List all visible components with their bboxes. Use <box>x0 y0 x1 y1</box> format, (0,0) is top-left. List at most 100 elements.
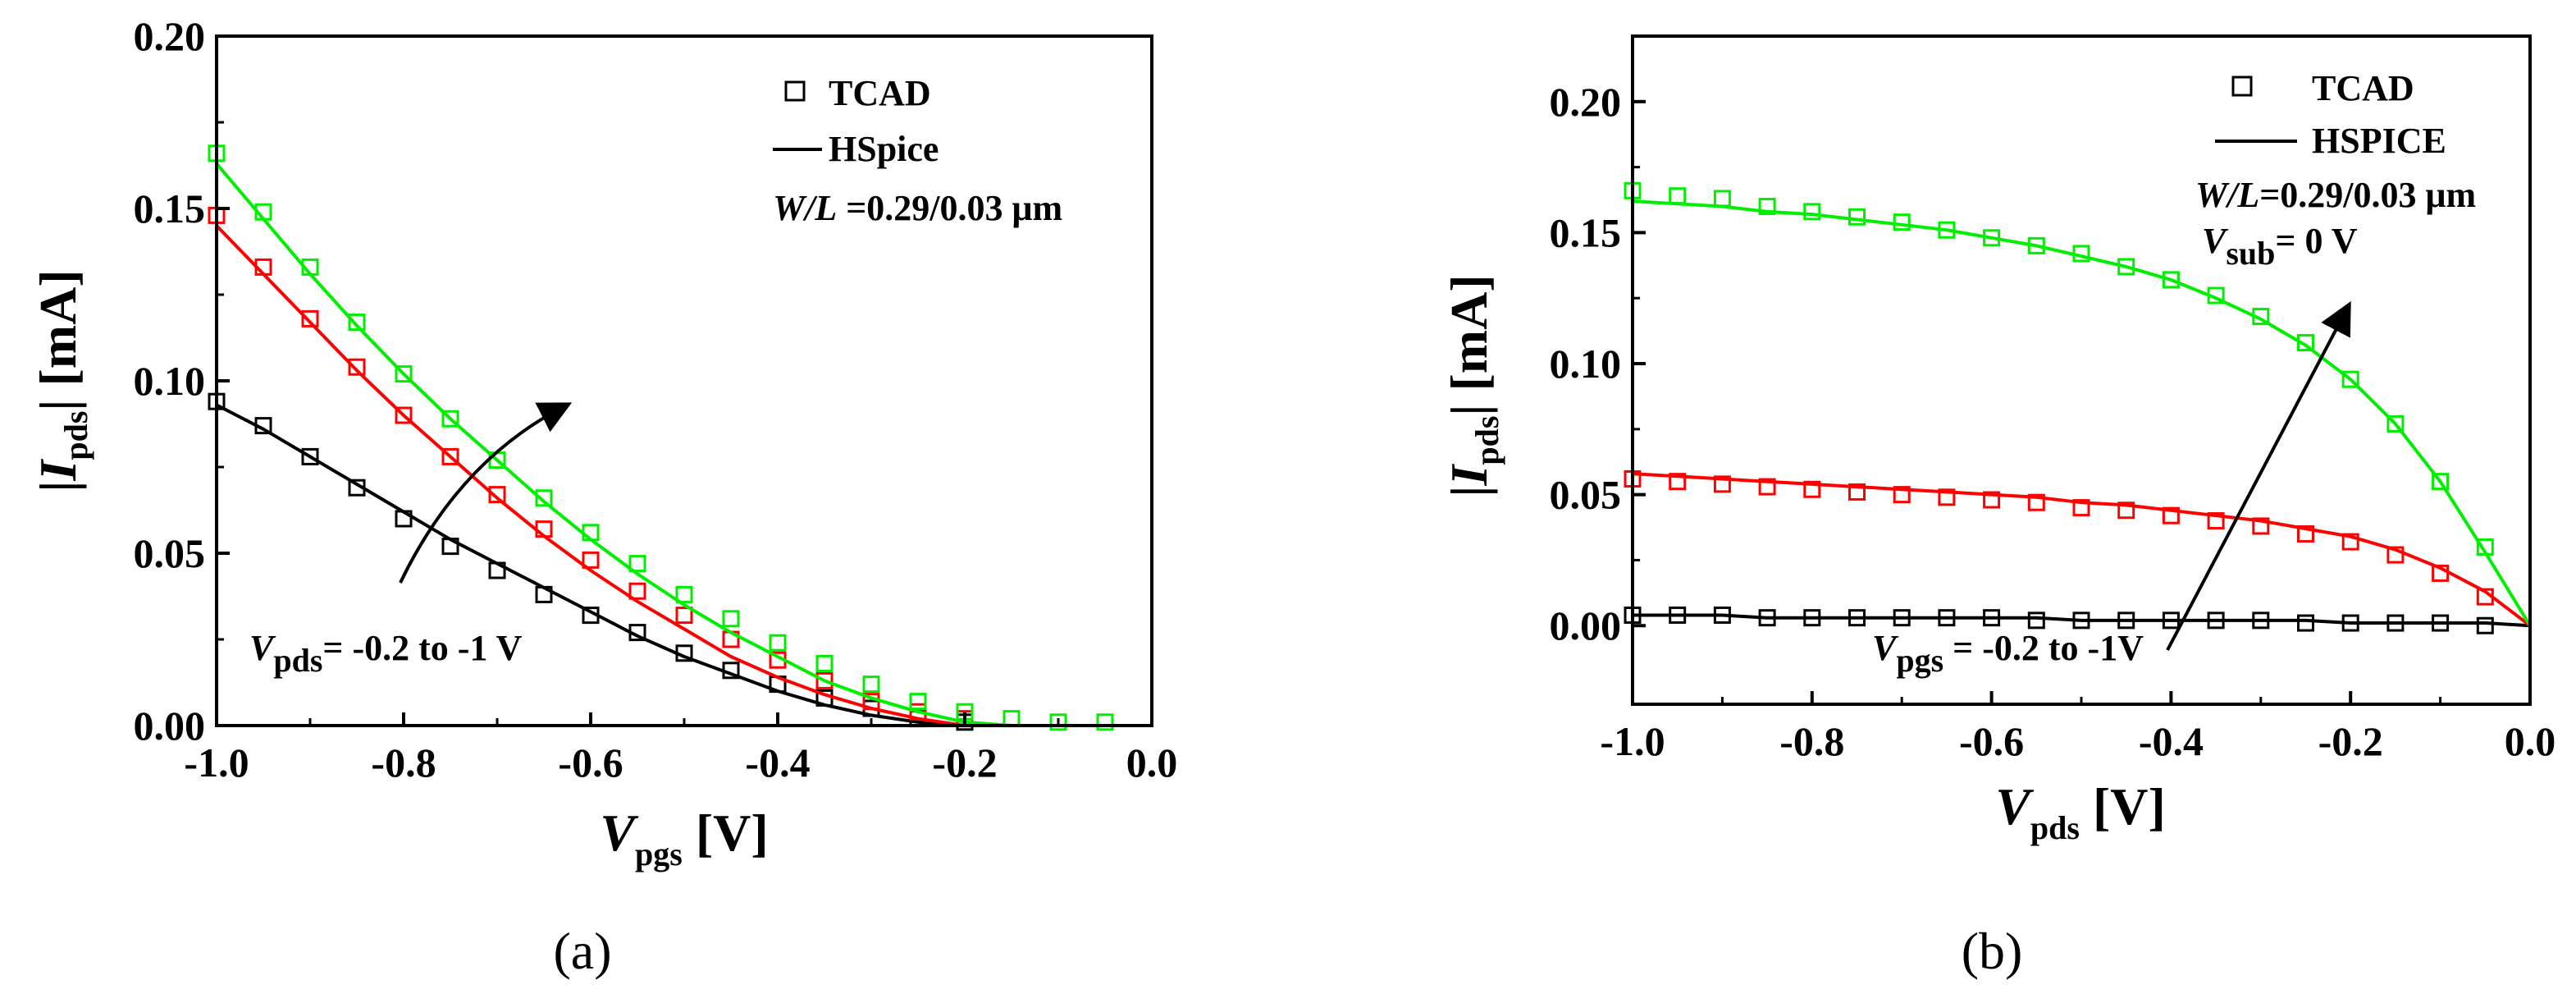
chart-a: -1.0 -0.8 -0.6 -0.4 -0.2 0.0 0.00 0.05 0.10 0.15 0… <box>29 13 1177 980</box>
tcad-point-series-1 <box>1893 486 1911 504</box>
x-tick-label: -0.2 <box>2318 718 2383 764</box>
tcad-point-series-2 <box>395 365 413 383</box>
tcad-point-series-0 <box>2386 614 2405 632</box>
chart-b: -1.0 -0.8 -0.6 -0.4 -0.2 0.0 0.00 0.05 0.10 0.15 0… <box>1440 34 2556 980</box>
tcad-point-series-2 <box>2341 370 2359 388</box>
y-tick-label: 0.20 <box>134 13 206 59</box>
tcad-point-series-1 <box>1713 475 1731 493</box>
tcad-point-series-2 <box>535 489 553 507</box>
tcad-point-series-2 <box>2252 308 2270 326</box>
tcad-point-series-2 <box>2027 236 2045 254</box>
trend-arrow-a <box>399 402 573 584</box>
series-layer-b <box>1624 181 2532 634</box>
y-tick-label: 0.05 <box>134 530 206 576</box>
tcad-point-series-2 <box>628 555 646 573</box>
tcad-point-series-1 <box>2162 506 2180 524</box>
tcad-point-series-2 <box>1848 208 1866 226</box>
x-axis-title-a: Vpgs [V] <box>600 804 768 872</box>
tcad-point-series-0 <box>2027 611 2045 630</box>
tcad-point-series-0 <box>348 479 366 497</box>
x-tick-label: -0.6 <box>558 740 623 785</box>
tcad-point-series-2 <box>1983 229 2001 247</box>
tcad-point-series-1 <box>348 358 366 376</box>
x-tick-label: 0.0 <box>2505 718 2556 764</box>
tcad-point-series-1 <box>2117 502 2135 520</box>
trend-arrow-b <box>2166 300 2351 651</box>
tcad-point-series-2 <box>2207 286 2225 305</box>
tcad-point-series-0 <box>535 585 553 603</box>
hspice-line-series-1 <box>1632 472 2532 627</box>
legend-note-vsub-b: Vsub= 0 V <box>2202 221 2358 272</box>
tcad-point-series-1 <box>1983 491 2001 509</box>
tcad-point-series-2 <box>722 610 740 628</box>
x-tick-label: 0.0 <box>1126 740 1178 785</box>
tcad-point-series-2 <box>2072 245 2090 263</box>
legend-label-tcad-a: TCAD <box>829 73 931 113</box>
x-tick-label: -0.8 <box>1779 718 1844 764</box>
tcad-point-series-0 <box>2072 611 2090 630</box>
legend-note-wl-a: W/L =0.29/0.03 μm <box>773 188 1062 228</box>
x-axis-title-b: Vpds [V] <box>1995 777 2166 846</box>
tcad-point-series-0 <box>2162 611 2180 630</box>
tcad-point-series-1 <box>488 486 506 504</box>
tcad-point-series-0 <box>2297 614 2314 632</box>
tcad-point-series-0 <box>254 417 272 435</box>
tcad-point-series-0 <box>1758 609 1776 627</box>
y-tick-label: 0.00 <box>1550 602 1622 648</box>
tcad-point-series-0 <box>1669 606 1687 624</box>
x-tick-label: -0.4 <box>2139 718 2204 764</box>
legend-b: TCAD HSPICE W/L=0.29/0.03 μm Vsub= 0 V <box>2195 68 2476 272</box>
annotation-a: Vpds= -0.2 to -1 V <box>249 628 523 679</box>
legend-a: TCAD HSpice W/L =0.29/0.03 μm <box>773 73 1062 228</box>
tcad-point-series-1 <box>535 520 553 538</box>
tcad-point-series-2 <box>1758 197 1776 215</box>
tcad-point-series-0 <box>722 662 740 680</box>
tcad-point-series-2 <box>582 524 600 542</box>
legend-label-tcad-b: TCAD <box>2312 68 2414 108</box>
tcad-point-series-2 <box>2117 258 2135 276</box>
tcad-point-series-1 <box>2476 588 2494 606</box>
tcad-point-series-0 <box>675 644 693 662</box>
y-tick-label: 0.20 <box>1550 79 1622 125</box>
hspice-line-series-0 <box>216 403 1152 727</box>
tcad-point-series-0 <box>2117 611 2135 630</box>
tcad-point-series-2 <box>769 634 787 652</box>
tcad-point-series-2 <box>1893 213 1911 231</box>
tcad-point-series-1 <box>254 258 272 276</box>
x-tick-label: -0.8 <box>371 740 436 785</box>
legend-label-hspice-b: HSPICE <box>2312 121 2446 161</box>
tcad-point-series-2 <box>675 585 693 603</box>
tcad-point-series-2 <box>1096 713 1114 731</box>
tcad-point-series-2 <box>2162 271 2180 289</box>
tcad-point-series-0 <box>628 624 646 642</box>
tcad-point-series-1 <box>1848 483 1866 501</box>
y-tick-label: 0.05 <box>1550 472 1622 518</box>
tcad-point-series-0 <box>2341 614 2359 632</box>
tcad-point-series-1 <box>675 607 693 625</box>
tcad-point-series-2 <box>1669 187 1687 205</box>
tcad-point-series-1 <box>395 406 413 424</box>
tcad-point-series-1 <box>2386 546 2405 564</box>
y-tick-label: 0.00 <box>134 703 206 749</box>
tcad-point-series-1 <box>1938 488 1956 506</box>
tcad-point-series-0 <box>488 561 506 579</box>
tcad-point-series-1 <box>2207 512 2225 530</box>
tcad-point-series-2 <box>1803 203 1821 221</box>
tcad-point-series-0 <box>301 447 319 465</box>
tcad-point-series-1 <box>1758 478 1776 496</box>
tcad-point-series-2 <box>1938 221 1956 239</box>
tcad-point-series-2 <box>2297 333 2314 351</box>
y-axis-title-a: |Ipds| [mA] <box>29 269 94 492</box>
tcad-point-series-0 <box>1713 606 1731 624</box>
tcad-point-series-0 <box>1893 609 1911 627</box>
x-tick-label: -1.0 <box>184 740 249 785</box>
tcad-point-series-2 <box>1713 190 1731 208</box>
panel-label-a: (a) <box>553 922 611 980</box>
tcad-point-series-1 <box>301 309 319 327</box>
y-tick-label: 0.15 <box>1550 209 1622 255</box>
tcad-point-series-2 <box>301 258 319 276</box>
tcad-point-series-1 <box>2341 533 2359 551</box>
tcad-point-series-0 <box>2207 611 2225 630</box>
tcad-point-series-1 <box>582 551 600 569</box>
